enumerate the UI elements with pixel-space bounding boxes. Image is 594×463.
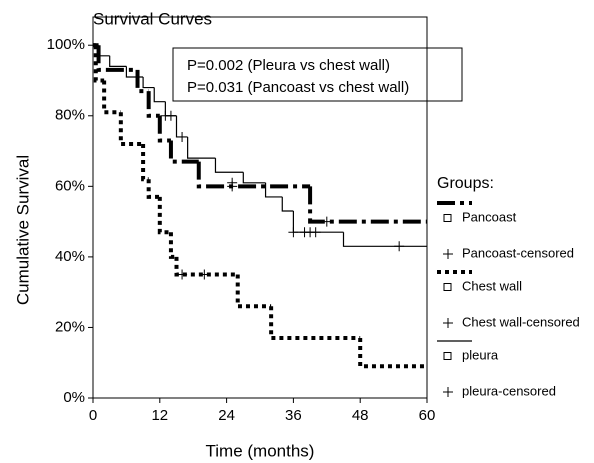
plot-frame: [92, 16, 428, 399]
censor-mark: [310, 227, 321, 238]
legend-title: Groups:: [437, 175, 494, 192]
chart-title: Survival Curves: [93, 9, 212, 28]
censor-mark: [394, 241, 405, 252]
legend-label: pleura: [462, 347, 499, 362]
survival-step: [308, 186, 427, 224]
survival-step: [93, 45, 105, 83]
survival-step: [358, 338, 427, 369]
survival-step: [157, 196, 171, 235]
x-tick-label: 12: [151, 407, 168, 424]
censor-mark: [165, 110, 176, 121]
survival-step: [146, 179, 160, 199]
censor-mark: [199, 269, 210, 280]
legend-label: Pancoast-censored: [462, 245, 574, 260]
survival-step: [214, 158, 244, 173]
legend-symbol: [443, 387, 453, 397]
survival-step: [187, 136, 216, 159]
survival-step: [97, 45, 110, 57]
annotation: P=0.031 (Pancoast vs chest wall): [187, 79, 409, 96]
survival-step: [196, 161, 311, 189]
survival-step: [235, 274, 272, 309]
censor-mark: [321, 216, 332, 227]
y-tick-label: 0%: [63, 389, 85, 406]
y-tick-label: 80%: [55, 107, 85, 124]
x-tick-label: 24: [218, 407, 235, 424]
censor-mark: [177, 269, 188, 280]
x-tick-label: 36: [285, 407, 302, 424]
survival-step: [141, 144, 149, 182]
survival-step: [109, 55, 127, 67]
legend-label: Chest wall-censored: [462, 314, 580, 329]
legend-label: Chest wall: [462, 278, 522, 293]
survival-step: [157, 115, 171, 143]
censor-mark: [177, 131, 188, 142]
survival-step: [242, 172, 266, 184]
legend-symbol: [443, 214, 452, 222]
x-tick-label: 48: [352, 407, 369, 424]
y-tick-label: 40%: [55, 248, 85, 265]
legend-label: pleura-censored: [462, 383, 556, 398]
legend-symbol: [443, 352, 452, 360]
survival-step: [142, 76, 155, 89]
survival-step: [118, 112, 144, 146]
survival-step: [146, 91, 160, 118]
x-axis-label: Time (months): [206, 441, 315, 460]
survival-step: [102, 80, 121, 115]
survival-step: [168, 140, 199, 164]
survival-step: [174, 256, 238, 277]
legend-label: Pancoast: [462, 209, 517, 224]
censor-mark: [227, 177, 238, 188]
survival-step: [168, 232, 177, 259]
legend-symbol: [443, 283, 452, 291]
survival-step: [264, 182, 283, 198]
y-tick-label: 20%: [55, 318, 85, 335]
survival-step: [342, 232, 427, 247]
survival-step: [153, 87, 166, 103]
x-tick-label: 0: [89, 407, 97, 424]
y-tick-label: 60%: [55, 177, 85, 194]
censor-mark: [288, 227, 299, 238]
annotation: P=0.002 (Pleura vs chest wall): [187, 57, 390, 74]
x-tick-label: 60: [419, 407, 436, 424]
y-tick-label: 100%: [47, 36, 85, 53]
survival-step: [269, 306, 361, 341]
y-axis-label: Cumulative Survival: [13, 155, 32, 305]
legend-symbol: [443, 249, 453, 259]
annotation-box: [172, 47, 463, 102]
survival-step: [281, 196, 294, 212]
survival-step: [125, 66, 144, 78]
legend-symbol: [443, 318, 453, 328]
